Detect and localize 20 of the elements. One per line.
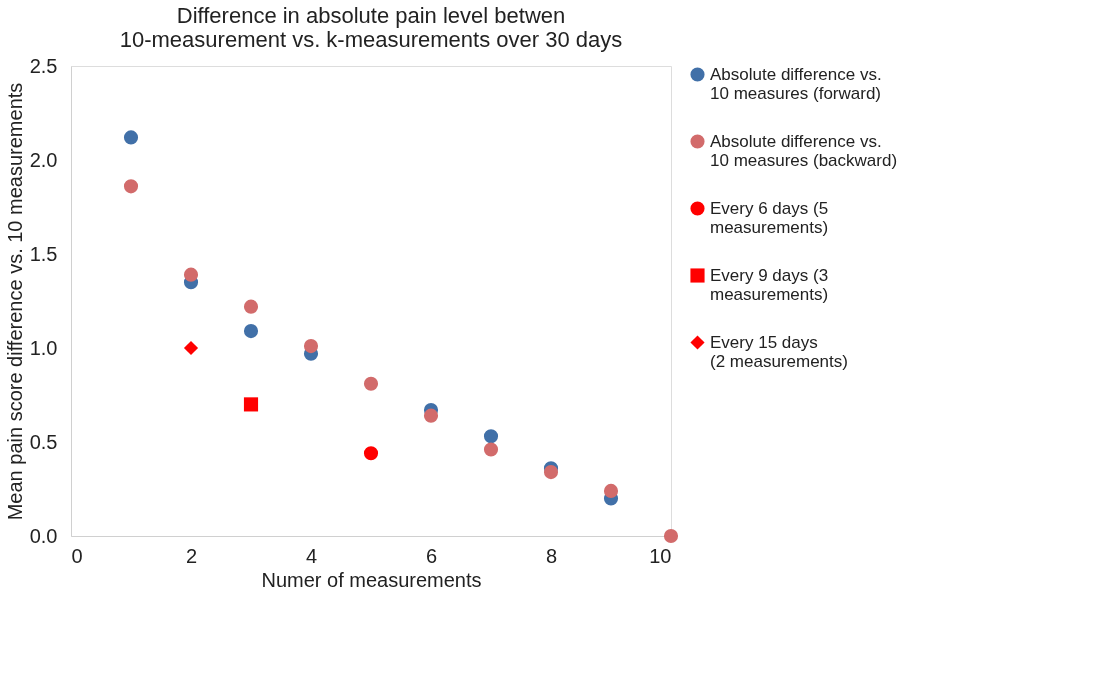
x-tick-label: 4 — [305, 544, 318, 567]
x-tick-label: 0 — [71, 544, 83, 567]
x-tick-label: 6 — [425, 544, 438, 567]
x-axis-title: Numer of measurements — [261, 568, 482, 591]
legend-label: Absolute difference vs. 10 measures (backward) — [710, 131, 898, 170]
x-tick-label: 2 — [185, 544, 198, 567]
y-tick-label: 1.5 — [29, 242, 58, 265]
legend-label: Every 6 days (5 measurements) — [710, 198, 829, 237]
y-tick-label: 0.0 — [29, 524, 58, 547]
legend-label: Every 9 days (3 measurements) — [710, 265, 829, 304]
x-tick-label: 8 — [545, 544, 558, 567]
y-axis-title: Mean pain score difference vs. 10 measurements — [3, 82, 26, 521]
x-tick-label: 10 — [649, 544, 672, 567]
legend-label: Every 15 days (2 measurements) — [710, 332, 848, 371]
chart-title: Difference in absolute pain level betwen 10-measurement vs. k-measurements over 30 days — [119, 3, 623, 52]
y-tick-label: 2.0 — [29, 148, 58, 171]
y-tick-label: 0.5 — [29, 430, 58, 453]
y-tick-label: 2.5 — [29, 54, 58, 77]
y-tick-label: 1.0 — [29, 336, 58, 359]
legend-label: Absolute difference vs. 10 measures (forward) — [710, 64, 882, 103]
